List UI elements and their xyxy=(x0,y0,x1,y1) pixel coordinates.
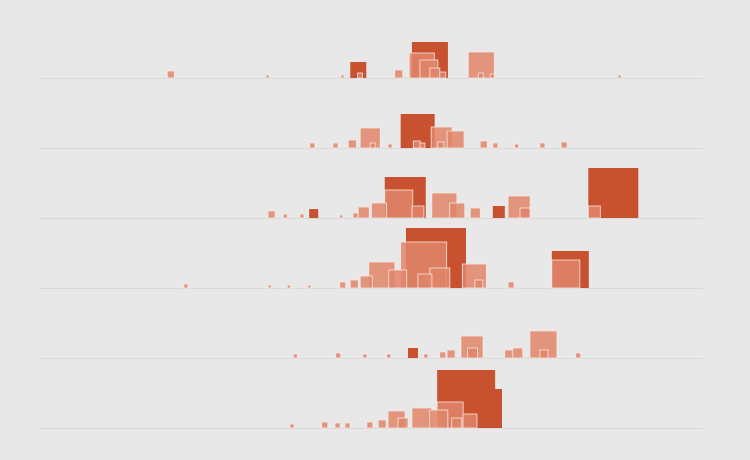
square xyxy=(514,143,520,149)
square xyxy=(575,352,582,359)
square xyxy=(371,202,387,219)
square xyxy=(477,72,484,79)
square xyxy=(359,275,373,289)
square xyxy=(267,284,272,289)
square xyxy=(446,130,465,149)
square xyxy=(417,273,433,289)
square xyxy=(289,423,295,429)
square xyxy=(439,351,447,359)
square xyxy=(362,353,368,359)
square xyxy=(519,207,531,219)
square xyxy=(387,143,393,149)
square xyxy=(429,409,449,429)
square xyxy=(321,421,329,429)
square xyxy=(386,353,392,359)
square xyxy=(617,74,622,79)
square xyxy=(412,140,421,149)
square xyxy=(560,141,568,149)
square xyxy=(397,417,409,429)
square xyxy=(467,347,479,359)
square xyxy=(504,349,514,359)
square xyxy=(339,281,347,289)
square xyxy=(479,140,488,149)
square xyxy=(407,348,418,358)
square xyxy=(469,207,481,219)
square xyxy=(474,279,484,289)
square xyxy=(429,267,451,289)
square xyxy=(265,74,270,79)
square xyxy=(411,205,425,219)
square xyxy=(492,142,499,149)
square xyxy=(492,206,505,218)
square xyxy=(299,213,305,219)
square xyxy=(334,422,341,429)
square xyxy=(437,141,445,149)
square xyxy=(446,349,456,359)
square xyxy=(507,281,515,289)
square xyxy=(439,71,447,79)
square xyxy=(357,206,370,219)
square xyxy=(394,69,404,79)
square xyxy=(551,259,581,289)
square xyxy=(423,353,429,359)
square xyxy=(587,205,601,219)
square xyxy=(292,353,298,359)
square xyxy=(369,142,376,149)
square xyxy=(344,422,351,429)
square xyxy=(512,347,524,359)
square xyxy=(309,209,319,218)
square xyxy=(462,413,478,429)
square xyxy=(349,279,359,289)
square xyxy=(267,210,276,219)
square xyxy=(388,269,408,289)
square xyxy=(377,419,387,429)
square xyxy=(451,417,463,429)
square xyxy=(286,284,291,289)
square xyxy=(449,202,466,219)
square xyxy=(419,142,426,149)
square xyxy=(429,67,441,79)
square xyxy=(489,73,495,79)
square xyxy=(340,74,345,79)
square xyxy=(384,189,414,219)
square xyxy=(339,214,344,219)
square xyxy=(357,72,363,79)
square xyxy=(307,284,312,289)
square xyxy=(347,139,357,149)
square xyxy=(309,142,316,149)
square xyxy=(366,421,374,429)
square xyxy=(539,349,549,359)
square xyxy=(282,213,288,219)
square xyxy=(352,212,359,219)
square xyxy=(332,142,339,149)
square xyxy=(335,352,342,359)
square xyxy=(166,70,175,79)
square xyxy=(539,142,546,149)
square xyxy=(411,407,433,429)
square xyxy=(183,283,189,289)
